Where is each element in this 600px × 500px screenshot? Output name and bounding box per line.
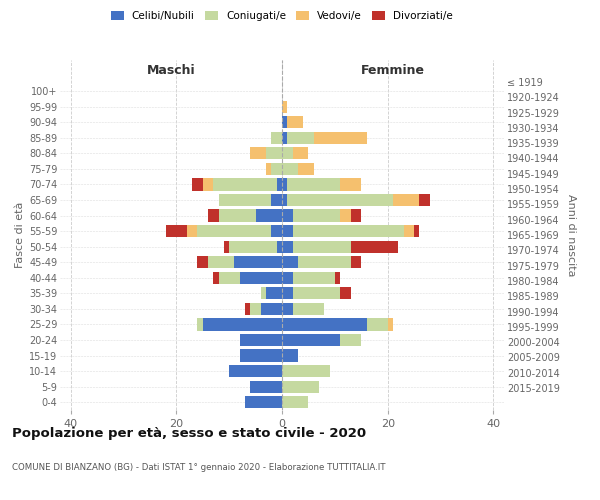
Bar: [277, 240, 282, 252]
Bar: [192, 178, 203, 190]
Bar: [240, 334, 282, 346]
Bar: [282, 225, 293, 237]
Bar: [271, 132, 282, 144]
Bar: [314, 132, 367, 144]
Bar: [250, 148, 266, 160]
Bar: [203, 318, 282, 330]
Bar: [282, 100, 287, 112]
Bar: [282, 178, 287, 190]
Bar: [287, 116, 303, 128]
Bar: [298, 163, 314, 175]
Bar: [293, 210, 340, 222]
Bar: [393, 194, 419, 206]
Bar: [351, 240, 398, 252]
Bar: [404, 225, 414, 237]
Bar: [208, 256, 235, 268]
Bar: [266, 163, 271, 175]
Bar: [282, 210, 293, 222]
Bar: [213, 272, 218, 284]
Bar: [287, 178, 340, 190]
Bar: [250, 380, 282, 392]
Text: COMUNE DI BIANZANO (BG) - Dati ISTAT 1° gennaio 2020 - Elaborazione TUTTITALIA.I: COMUNE DI BIANZANO (BG) - Dati ISTAT 1° …: [12, 462, 386, 471]
Bar: [282, 163, 298, 175]
Bar: [197, 318, 203, 330]
Bar: [293, 225, 404, 237]
Bar: [218, 210, 256, 222]
Bar: [340, 178, 361, 190]
Bar: [166, 225, 187, 237]
Bar: [293, 240, 351, 252]
Bar: [218, 194, 271, 206]
Bar: [266, 148, 282, 160]
Bar: [282, 272, 293, 284]
Bar: [340, 334, 361, 346]
Bar: [187, 225, 197, 237]
Bar: [282, 365, 329, 377]
Bar: [287, 194, 393, 206]
Bar: [388, 318, 393, 330]
Bar: [245, 303, 250, 315]
Bar: [282, 396, 308, 408]
Bar: [282, 380, 319, 392]
Bar: [293, 148, 308, 160]
Bar: [282, 303, 293, 315]
Bar: [367, 318, 388, 330]
Bar: [419, 194, 430, 206]
Bar: [213, 178, 277, 190]
Bar: [218, 272, 240, 284]
Y-axis label: Anni di nascita: Anni di nascita: [566, 194, 577, 276]
Bar: [282, 256, 298, 268]
Bar: [240, 350, 282, 362]
Bar: [282, 318, 367, 330]
Y-axis label: Fasce di età: Fasce di età: [14, 202, 25, 268]
Bar: [340, 210, 351, 222]
Bar: [282, 194, 287, 206]
Bar: [282, 334, 340, 346]
Bar: [340, 288, 351, 300]
Bar: [282, 240, 293, 252]
Text: Femmine: Femmine: [361, 64, 425, 77]
Bar: [197, 256, 208, 268]
Bar: [245, 396, 282, 408]
Bar: [197, 225, 271, 237]
Bar: [229, 365, 282, 377]
Text: Popolazione per età, sesso e stato civile - 2020: Popolazione per età, sesso e stato civil…: [12, 428, 366, 440]
Bar: [229, 240, 277, 252]
Bar: [414, 225, 419, 237]
Bar: [250, 303, 261, 315]
Bar: [271, 225, 282, 237]
Bar: [271, 194, 282, 206]
Bar: [293, 288, 340, 300]
Bar: [335, 272, 340, 284]
Bar: [351, 256, 361, 268]
Bar: [282, 148, 293, 160]
Bar: [287, 132, 314, 144]
Bar: [282, 132, 287, 144]
Bar: [282, 288, 293, 300]
Bar: [235, 256, 282, 268]
Bar: [293, 303, 324, 315]
Bar: [266, 288, 282, 300]
Bar: [261, 288, 266, 300]
Bar: [240, 272, 282, 284]
Text: Maschi: Maschi: [146, 64, 196, 77]
Bar: [282, 350, 298, 362]
Bar: [293, 272, 335, 284]
Bar: [271, 163, 282, 175]
Bar: [203, 178, 213, 190]
Bar: [298, 256, 351, 268]
Bar: [256, 210, 282, 222]
Bar: [351, 210, 361, 222]
Bar: [208, 210, 218, 222]
Bar: [277, 178, 282, 190]
Bar: [224, 240, 229, 252]
Legend: Celibi/Nubili, Coniugati/e, Vedovi/e, Divorziati/e: Celibi/Nubili, Coniugati/e, Vedovi/e, Di…: [108, 8, 456, 24]
Bar: [261, 303, 282, 315]
Bar: [282, 116, 287, 128]
